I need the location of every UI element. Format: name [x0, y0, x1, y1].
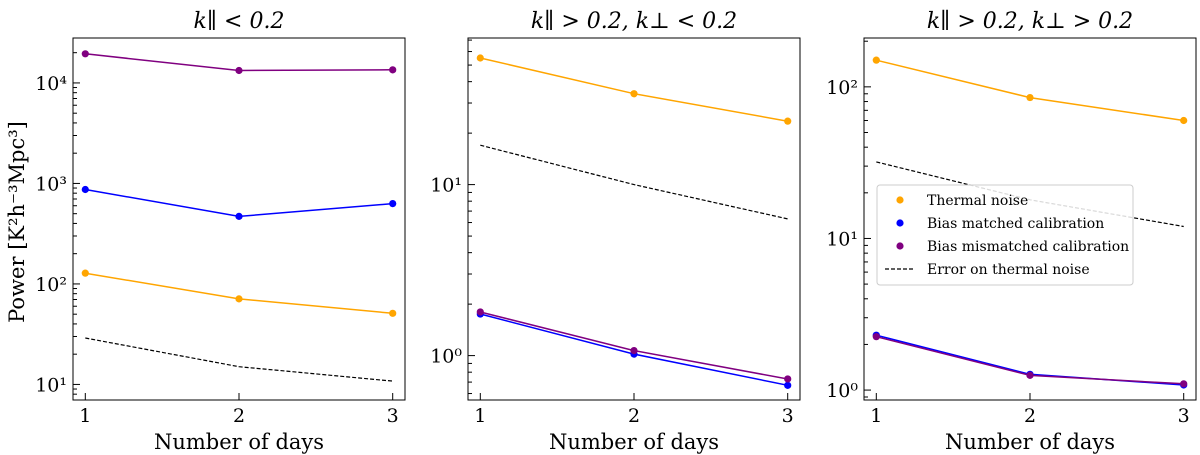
x-tick-label: 1 [870, 405, 882, 427]
y-tick-label: 10² [826, 77, 858, 99]
x-tick-label: 2 [628, 405, 640, 427]
data-point [389, 200, 397, 208]
legend-label: Bias mismatched calibration [927, 239, 1129, 255]
data-point [630, 90, 638, 98]
data-point [1026, 371, 1034, 379]
legend-swatch [896, 219, 904, 227]
data-point [476, 54, 484, 62]
legend-box [876, 184, 1134, 286]
data-point [1180, 116, 1188, 125]
y-tick-label: 10⁰ [826, 380, 858, 402]
plot-frame [467, 37, 801, 401]
legend-swatch [896, 242, 904, 250]
panel-title: k∥ > 0.2, k⊥ > 0.2 [927, 9, 1133, 34]
data-point [784, 381, 792, 389]
legend-label: Thermal noise [927, 193, 1028, 209]
x-tick-label: 2 [233, 405, 245, 427]
x-axis-label: Number of days [549, 430, 719, 454]
data-point [235, 295, 243, 303]
series-line [480, 144, 788, 220]
data-point [1180, 380, 1188, 388]
data-point [81, 269, 89, 277]
series-line [480, 311, 788, 380]
plot-frame [863, 37, 1197, 401]
legend: Thermal noise Bias matched calibration Bia… [876, 184, 1134, 286]
plot-frame [72, 37, 406, 401]
panel-2: k∥ > 0.2, k⊥ < 0.2 10⁰ 10¹ 1 2 3 Number of day… [430, 9, 801, 454]
data-point [81, 50, 89, 58]
y-tick-label: 10⁴ [35, 73, 67, 95]
y-tick-label: 10⁰ [430, 346, 462, 368]
data-point [389, 66, 397, 74]
data-point [81, 185, 89, 194]
x-tick-label: 3 [1178, 405, 1190, 427]
series-line [480, 57, 788, 122]
y-tick-label: 10¹ [35, 374, 67, 396]
y-axis-label: Power [K²h⁻³Mpc³] [5, 121, 29, 323]
y-tick-label: 10¹ [430, 175, 462, 197]
legend-label: Error on thermal noise [927, 262, 1090, 278]
panel-3: k∥ > 0.2, k⊥ > 0.2 10⁰ 10¹ 10² 1 2 3 Number of … [826, 9, 1197, 454]
data-point [1026, 93, 1034, 102]
x-axis-label: Number of days [945, 430, 1115, 454]
data-point [784, 117, 792, 125]
data-point [235, 212, 243, 220]
series-line [85, 337, 393, 382]
y-tick-label: 10¹ [826, 228, 858, 250]
x-tick-label: 3 [387, 405, 399, 427]
data-point [630, 346, 638, 355]
data-point [235, 66, 243, 75]
data-point [389, 309, 397, 317]
panel-1: k∥ < 0.2 10¹ 10² 10³ 10⁴ 1 2 3 Number of days [35, 9, 406, 454]
panel-title: k∥ > 0.2, k⊥ < 0.2 [531, 9, 737, 34]
x-tick-label: 2 [1024, 405, 1036, 427]
x-tick-label: 1 [79, 405, 91, 427]
y-tick-label: 10³ [35, 173, 67, 195]
legend-swatch [896, 196, 904, 204]
data-point [872, 333, 880, 341]
y-tick-label: 10² [35, 274, 67, 296]
data-point [476, 308, 484, 316]
legend-label: Bias matched calibration [927, 216, 1104, 232]
panel-title: k∥ < 0.2 [194, 9, 285, 34]
series-line [85, 188, 393, 218]
series-line [876, 59, 1184, 122]
data-point [784, 375, 792, 383]
x-axis-label: Number of days [154, 430, 324, 454]
data-point [872, 56, 880, 64]
x-tick-label: 1 [474, 405, 486, 427]
x-tick-label: 3 [782, 405, 794, 427]
series-line [85, 272, 393, 315]
